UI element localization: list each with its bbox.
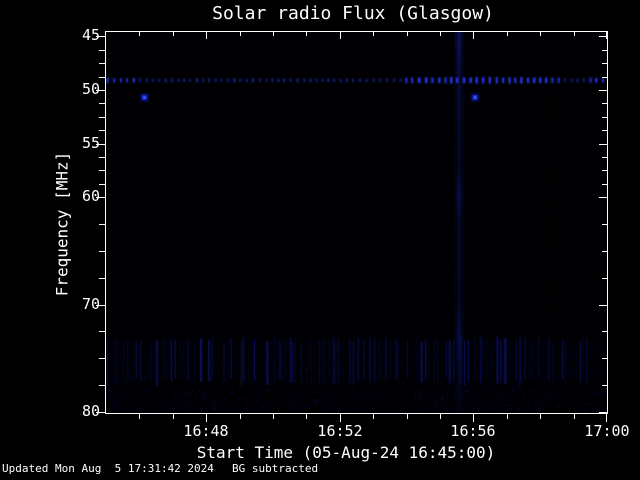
y-tick (99, 50, 105, 51)
y-tick (96, 144, 105, 145)
y-tick (602, 251, 607, 252)
spectrogram-canvas (106, 32, 607, 413)
y-tick (602, 50, 607, 51)
x-tick-label: 17:00 (584, 422, 630, 440)
y-tick (96, 197, 105, 198)
x-tick-label: 16:52 (317, 422, 363, 440)
y-tick (602, 224, 607, 225)
y-tick (602, 130, 607, 131)
y-tick (99, 63, 105, 64)
y-axis-label: Frequency [MHz] (52, 151, 72, 297)
y-tick (599, 412, 607, 413)
y-tick (99, 251, 105, 252)
x-tick-label: 16:48 (183, 422, 229, 440)
y-tick (602, 77, 607, 78)
x-tick (540, 414, 541, 419)
x-tick (306, 32, 307, 36)
y-tick (599, 90, 607, 91)
x-tick (574, 32, 575, 36)
x-tick (340, 414, 341, 422)
y-tick (99, 117, 105, 118)
y-tick (99, 130, 105, 131)
x-tick (373, 32, 374, 36)
y-tick (599, 144, 607, 145)
x-tick (606, 414, 607, 422)
x-tick (540, 32, 541, 36)
y-tick (602, 63, 607, 64)
y-tick (99, 331, 105, 332)
y-tick (96, 305, 105, 306)
y-tick-label: 50 (81, 80, 100, 98)
x-tick (240, 32, 241, 36)
x-tick (440, 32, 441, 36)
x-tick-label: 16:56 (450, 422, 496, 440)
y-tick (602, 157, 607, 158)
y-tick (602, 103, 607, 104)
x-tick (407, 414, 408, 419)
x-tick (507, 32, 508, 36)
plot-area (96, 31, 608, 422)
x-tick (606, 32, 607, 39)
y-tick (96, 412, 105, 413)
x-tick (173, 414, 174, 419)
page-title: Solar radio Flux (Glasgow) (212, 3, 494, 24)
x-tick (373, 414, 374, 419)
y-tick (99, 77, 105, 78)
x-tick (407, 32, 408, 36)
bg-subtracted-note: BG subtracted (232, 462, 319, 475)
x-tick (507, 414, 508, 419)
y-tick (99, 184, 105, 185)
y-tick (99, 157, 105, 158)
y-tick (602, 278, 607, 279)
y-tick (599, 36, 607, 37)
x-tick (139, 32, 140, 36)
x-tick (206, 414, 207, 422)
y-tick (99, 170, 105, 171)
x-tick (340, 32, 341, 39)
y-tick-label: 60 (81, 187, 100, 205)
x-tick (473, 32, 474, 39)
y-tick-label: 55 (81, 134, 100, 152)
y-tick (602, 385, 607, 386)
y-tick (602, 117, 607, 118)
y-tick (599, 305, 607, 306)
x-tick (473, 414, 474, 422)
y-tick-label: 45 (81, 26, 100, 44)
x-tick (440, 414, 441, 419)
x-tick (173, 32, 174, 36)
updated-timestamp: Updated Mon Aug 5 17:31:42 2024 (2, 462, 214, 475)
y-tick (99, 385, 105, 386)
y-tick (96, 36, 105, 37)
x-tick (273, 414, 274, 419)
y-tick (99, 103, 105, 104)
y-tick (602, 170, 607, 171)
x-tick (139, 414, 140, 419)
y-tick (602, 184, 607, 185)
x-axis-label: Start Time (05-Aug-24 16:45:00) (196, 443, 496, 462)
x-tick (574, 414, 575, 419)
x-tick (206, 32, 207, 39)
x-tick (306, 414, 307, 419)
y-tick (99, 224, 105, 225)
x-tick (240, 414, 241, 419)
y-tick (96, 90, 105, 91)
y-tick (602, 358, 607, 359)
y-tick (99, 278, 105, 279)
y-tick (99, 358, 105, 359)
y-tick (599, 197, 607, 198)
y-tick (602, 331, 607, 332)
y-tick-label: 70 (81, 295, 100, 313)
y-tick-label: 80 (81, 402, 100, 420)
x-tick (273, 32, 274, 36)
